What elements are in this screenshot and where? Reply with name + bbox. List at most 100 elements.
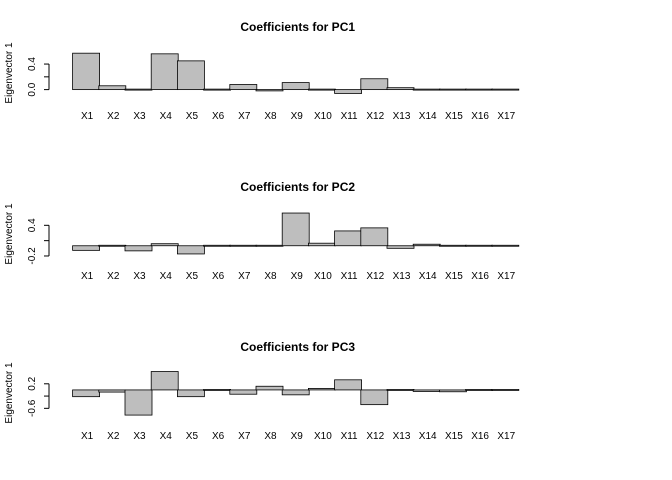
bar-X3 [124,389,153,416]
category-label: X6 [212,111,225,122]
category-label: X5 [186,111,199,122]
bar-X2 [98,244,127,247]
bar-X15 [438,88,467,91]
category-label: X7 [238,111,251,122]
category-label: X10 [314,111,332,122]
category-label: X17 [497,111,515,122]
category-label: X3 [133,271,146,282]
category-label: X16 [471,271,489,282]
category-label: X10 [314,431,332,442]
category-label: X6 [212,271,225,282]
bar-X12 [360,78,389,91]
bar-X16 [465,389,494,391]
category-label: X17 [497,431,515,442]
category-label: X14 [419,271,437,282]
category-label: X3 [133,431,146,442]
bar-X1 [72,52,100,91]
chart-title: Coefficients for PC2 [240,180,355,194]
bar-X5 [176,245,205,255]
category-label: X10 [314,271,332,282]
bar-X9 [281,389,310,396]
category-label: X14 [419,111,437,122]
chart-panel-3: Coefficients for PC3 Eigenvector 1 -0.6 0.2… [4,340,520,442]
category-label: X13 [393,271,411,282]
bar-X11 [334,379,363,391]
category-label: X4 [160,271,173,282]
chart-title: Coefficients for PC1 [240,20,355,34]
y-axis-label: Eigenvector 1 [4,362,15,424]
category-label: X13 [393,111,411,122]
bar-X1 [72,389,100,398]
bar-X7 [229,84,258,91]
y-axis-label: Eigenvector 1 [4,203,15,265]
bar-X7 [229,244,258,247]
category-label: X9 [291,431,304,442]
chart-title: Coefficients for PC3 [240,340,355,354]
bar-X6 [203,88,232,91]
category-label: X3 [133,111,146,122]
category-label: X12 [366,111,384,122]
bar-X17 [491,244,520,247]
category-label: X11 [341,271,358,282]
bar-X4 [150,53,179,91]
category-label: X4 [160,431,173,442]
bar-X12 [360,389,389,406]
category-label: X7 [238,271,251,282]
bar-X11 [334,89,363,94]
bar-X14 [412,243,441,247]
category-label: X15 [445,111,463,122]
category-label: X2 [107,271,120,282]
bar-X13 [386,87,415,91]
y-tick-label: -0.2 [27,247,38,265]
category-label: X16 [471,431,489,442]
bar-X8 [255,385,284,391]
panels: Coefficients for PC1 Eigenvector 1 0.0 0.4 X… [4,20,520,442]
bar-X5 [176,389,205,398]
bar-X15 [438,389,467,393]
bar-X3 [124,245,153,252]
category-label: X9 [291,271,304,282]
bar-X7 [229,389,258,395]
bar-X11 [334,230,363,247]
bar-X5 [176,60,205,91]
bar-X3 [124,88,153,91]
category-label: X4 [160,111,173,122]
bar-X12 [360,227,389,247]
chart-panel-2: Coefficients for PC2 Eigenvector 1 -0.2 0.4… [4,180,520,282]
bar-X4 [150,243,179,247]
bar-X13 [386,389,415,391]
bar-X4 [150,371,179,391]
bar-X8 [255,244,284,247]
bar-X10 [307,88,336,91]
category-label: X12 [366,271,384,282]
bar-X14 [412,389,441,392]
category-label: X1 [81,431,94,442]
category-label: X1 [81,111,94,122]
bar-X17 [491,88,520,91]
bar-X9 [281,82,310,91]
category-label: X16 [471,111,489,122]
bar-X1 [72,245,100,251]
category-label: X2 [107,111,120,122]
bar-X16 [465,244,494,247]
bar-X9 [281,212,310,247]
category-label: X14 [419,431,437,442]
category-label: X9 [291,111,304,122]
category-label: X17 [497,271,515,282]
y-tick-label: 0.4 [27,218,38,232]
category-label: X1 [81,271,94,282]
category-label: X8 [264,271,277,282]
bar-X2 [98,85,127,91]
bar-X10 [307,242,336,247]
category-label: X8 [264,111,277,122]
bar-X6 [203,389,232,391]
category-label: X12 [366,431,384,442]
category-label: X2 [107,431,120,442]
category-label: X11 [341,111,358,122]
category-label: X5 [186,271,199,282]
category-label: X13 [393,431,411,442]
bar-X16 [465,88,494,91]
y-tick-label: -0.6 [27,399,38,417]
y-tick-label: 0.2 [27,376,38,390]
